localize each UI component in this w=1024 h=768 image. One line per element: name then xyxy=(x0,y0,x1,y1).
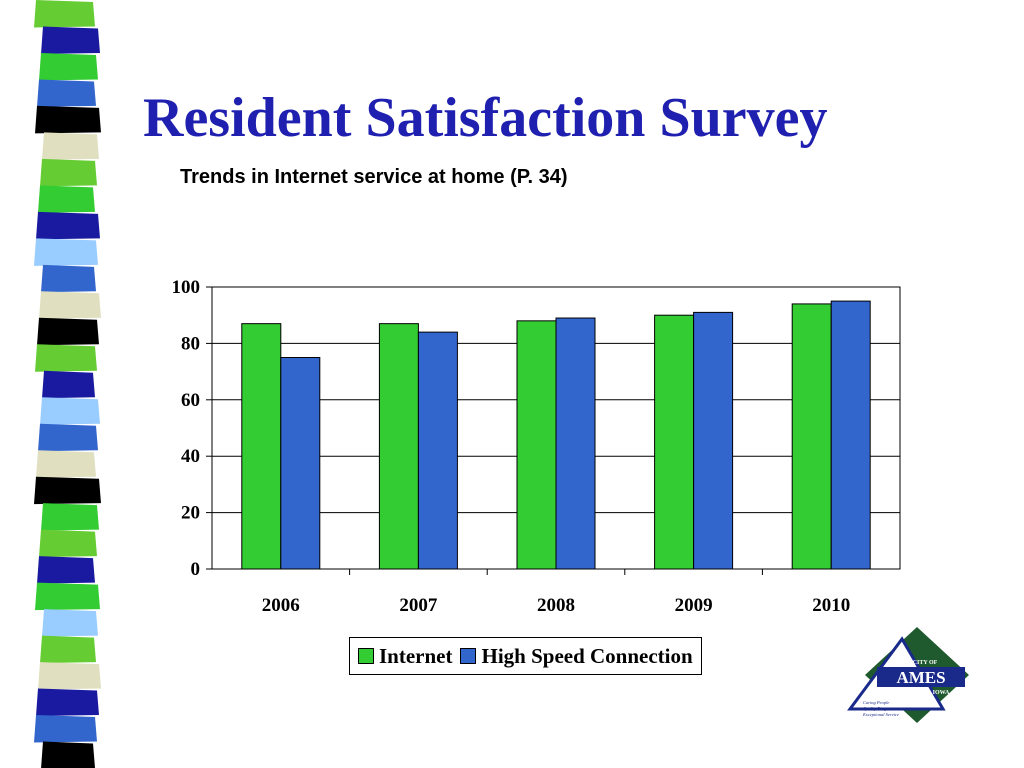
bar-internet xyxy=(791,303,832,570)
stripe-band xyxy=(37,317,99,346)
bar-chart: 0 20 40 60 80 100 2006 2007 2008 2009 2010 xyxy=(130,270,930,620)
stripe-band xyxy=(37,556,95,584)
stripe-band xyxy=(42,370,95,399)
x-tick-label: 2010 xyxy=(812,595,850,616)
stripe-band xyxy=(41,503,99,531)
legend-swatch-high-speed xyxy=(460,648,477,664)
y-tick-label: 0 xyxy=(191,559,201,580)
x-tick-label: 2009 xyxy=(675,595,713,616)
stripe-band xyxy=(41,741,95,768)
slide-title: Resident Satisfaction Survey xyxy=(143,87,828,149)
stripe-band xyxy=(42,609,98,637)
logo-tagline-3: Exceptional Service xyxy=(862,712,899,717)
bar-high-speed xyxy=(555,317,596,570)
stripe-band xyxy=(40,635,96,664)
stripe-band xyxy=(39,529,97,558)
stripe-band xyxy=(38,185,95,213)
stripe-band xyxy=(38,662,101,690)
stripe-band xyxy=(41,264,96,293)
stripe-band xyxy=(34,238,98,266)
logo-iowa: IOWA xyxy=(933,690,950,696)
y-tick-label: 60 xyxy=(181,390,200,411)
stripe-band xyxy=(36,450,96,478)
legend-label-high-speed: High Speed Connection xyxy=(481,643,693,668)
bars xyxy=(241,300,871,570)
legend-item-internet: Internet xyxy=(358,644,452,669)
legend-swatch-internet xyxy=(358,648,374,664)
stripe-band xyxy=(40,397,100,425)
bar-internet xyxy=(654,314,695,570)
stripe-band xyxy=(40,158,97,187)
y-tick-label: 20 xyxy=(181,503,200,524)
stripe-band xyxy=(35,344,97,372)
stripe-pattern xyxy=(34,0,101,768)
bar-internet xyxy=(516,320,557,570)
x-tick-label: 2006 xyxy=(262,595,300,616)
logo-ames: AMES xyxy=(896,668,945,687)
legend-label-internet: Internet xyxy=(379,643,453,668)
stripe-band xyxy=(37,79,96,107)
logo-tagline-2: Quality Programs xyxy=(863,706,896,711)
stripe-band xyxy=(42,132,99,160)
stripe-band xyxy=(35,105,101,134)
chart-subtitle: Trends in Internet service at home (P. 3… xyxy=(180,166,568,188)
logo-city-of: CITY OF xyxy=(913,660,938,666)
stripe-band xyxy=(34,0,95,28)
stripe-band xyxy=(36,688,99,717)
city-of-ames-logo: CITY OF AMES IOWA Caring People Quality … xyxy=(847,625,972,725)
stripe-band xyxy=(34,715,97,743)
chart-svg: 0 20 40 60 80 100 2006 2007 2008 2009 2010 xyxy=(172,277,901,616)
stripe-band xyxy=(39,291,101,319)
y-tick-label: 80 xyxy=(181,333,200,354)
legend-item-high-speed: High Speed Connection xyxy=(460,643,693,669)
bar-high-speed xyxy=(830,300,871,570)
y-tick-label: 100 xyxy=(172,277,201,298)
bar-internet xyxy=(241,323,282,570)
bar-high-speed xyxy=(280,357,321,570)
stripe-band xyxy=(38,423,98,452)
stripe-band xyxy=(41,26,100,54)
stripe-band xyxy=(39,52,98,81)
stripe-band xyxy=(35,582,100,611)
logo-name-band xyxy=(877,667,965,687)
logo-tagline-1: Caring People xyxy=(863,700,889,705)
chart-legend: Internet High Speed Connection xyxy=(349,637,702,675)
decorative-stripe-strip xyxy=(0,0,120,768)
bar-high-speed xyxy=(417,331,458,570)
stripe-band xyxy=(36,211,100,240)
y-tick-label: 40 xyxy=(181,446,200,467)
stripe-band xyxy=(34,476,101,505)
ames-logo-graphic: CITY OF AMES IOWA Caring People Quality … xyxy=(847,627,969,723)
x-tick-label: 2008 xyxy=(537,595,575,616)
bar-high-speed xyxy=(693,311,734,570)
bar-internet xyxy=(378,323,419,570)
x-tick-label: 2007 xyxy=(399,595,438,616)
